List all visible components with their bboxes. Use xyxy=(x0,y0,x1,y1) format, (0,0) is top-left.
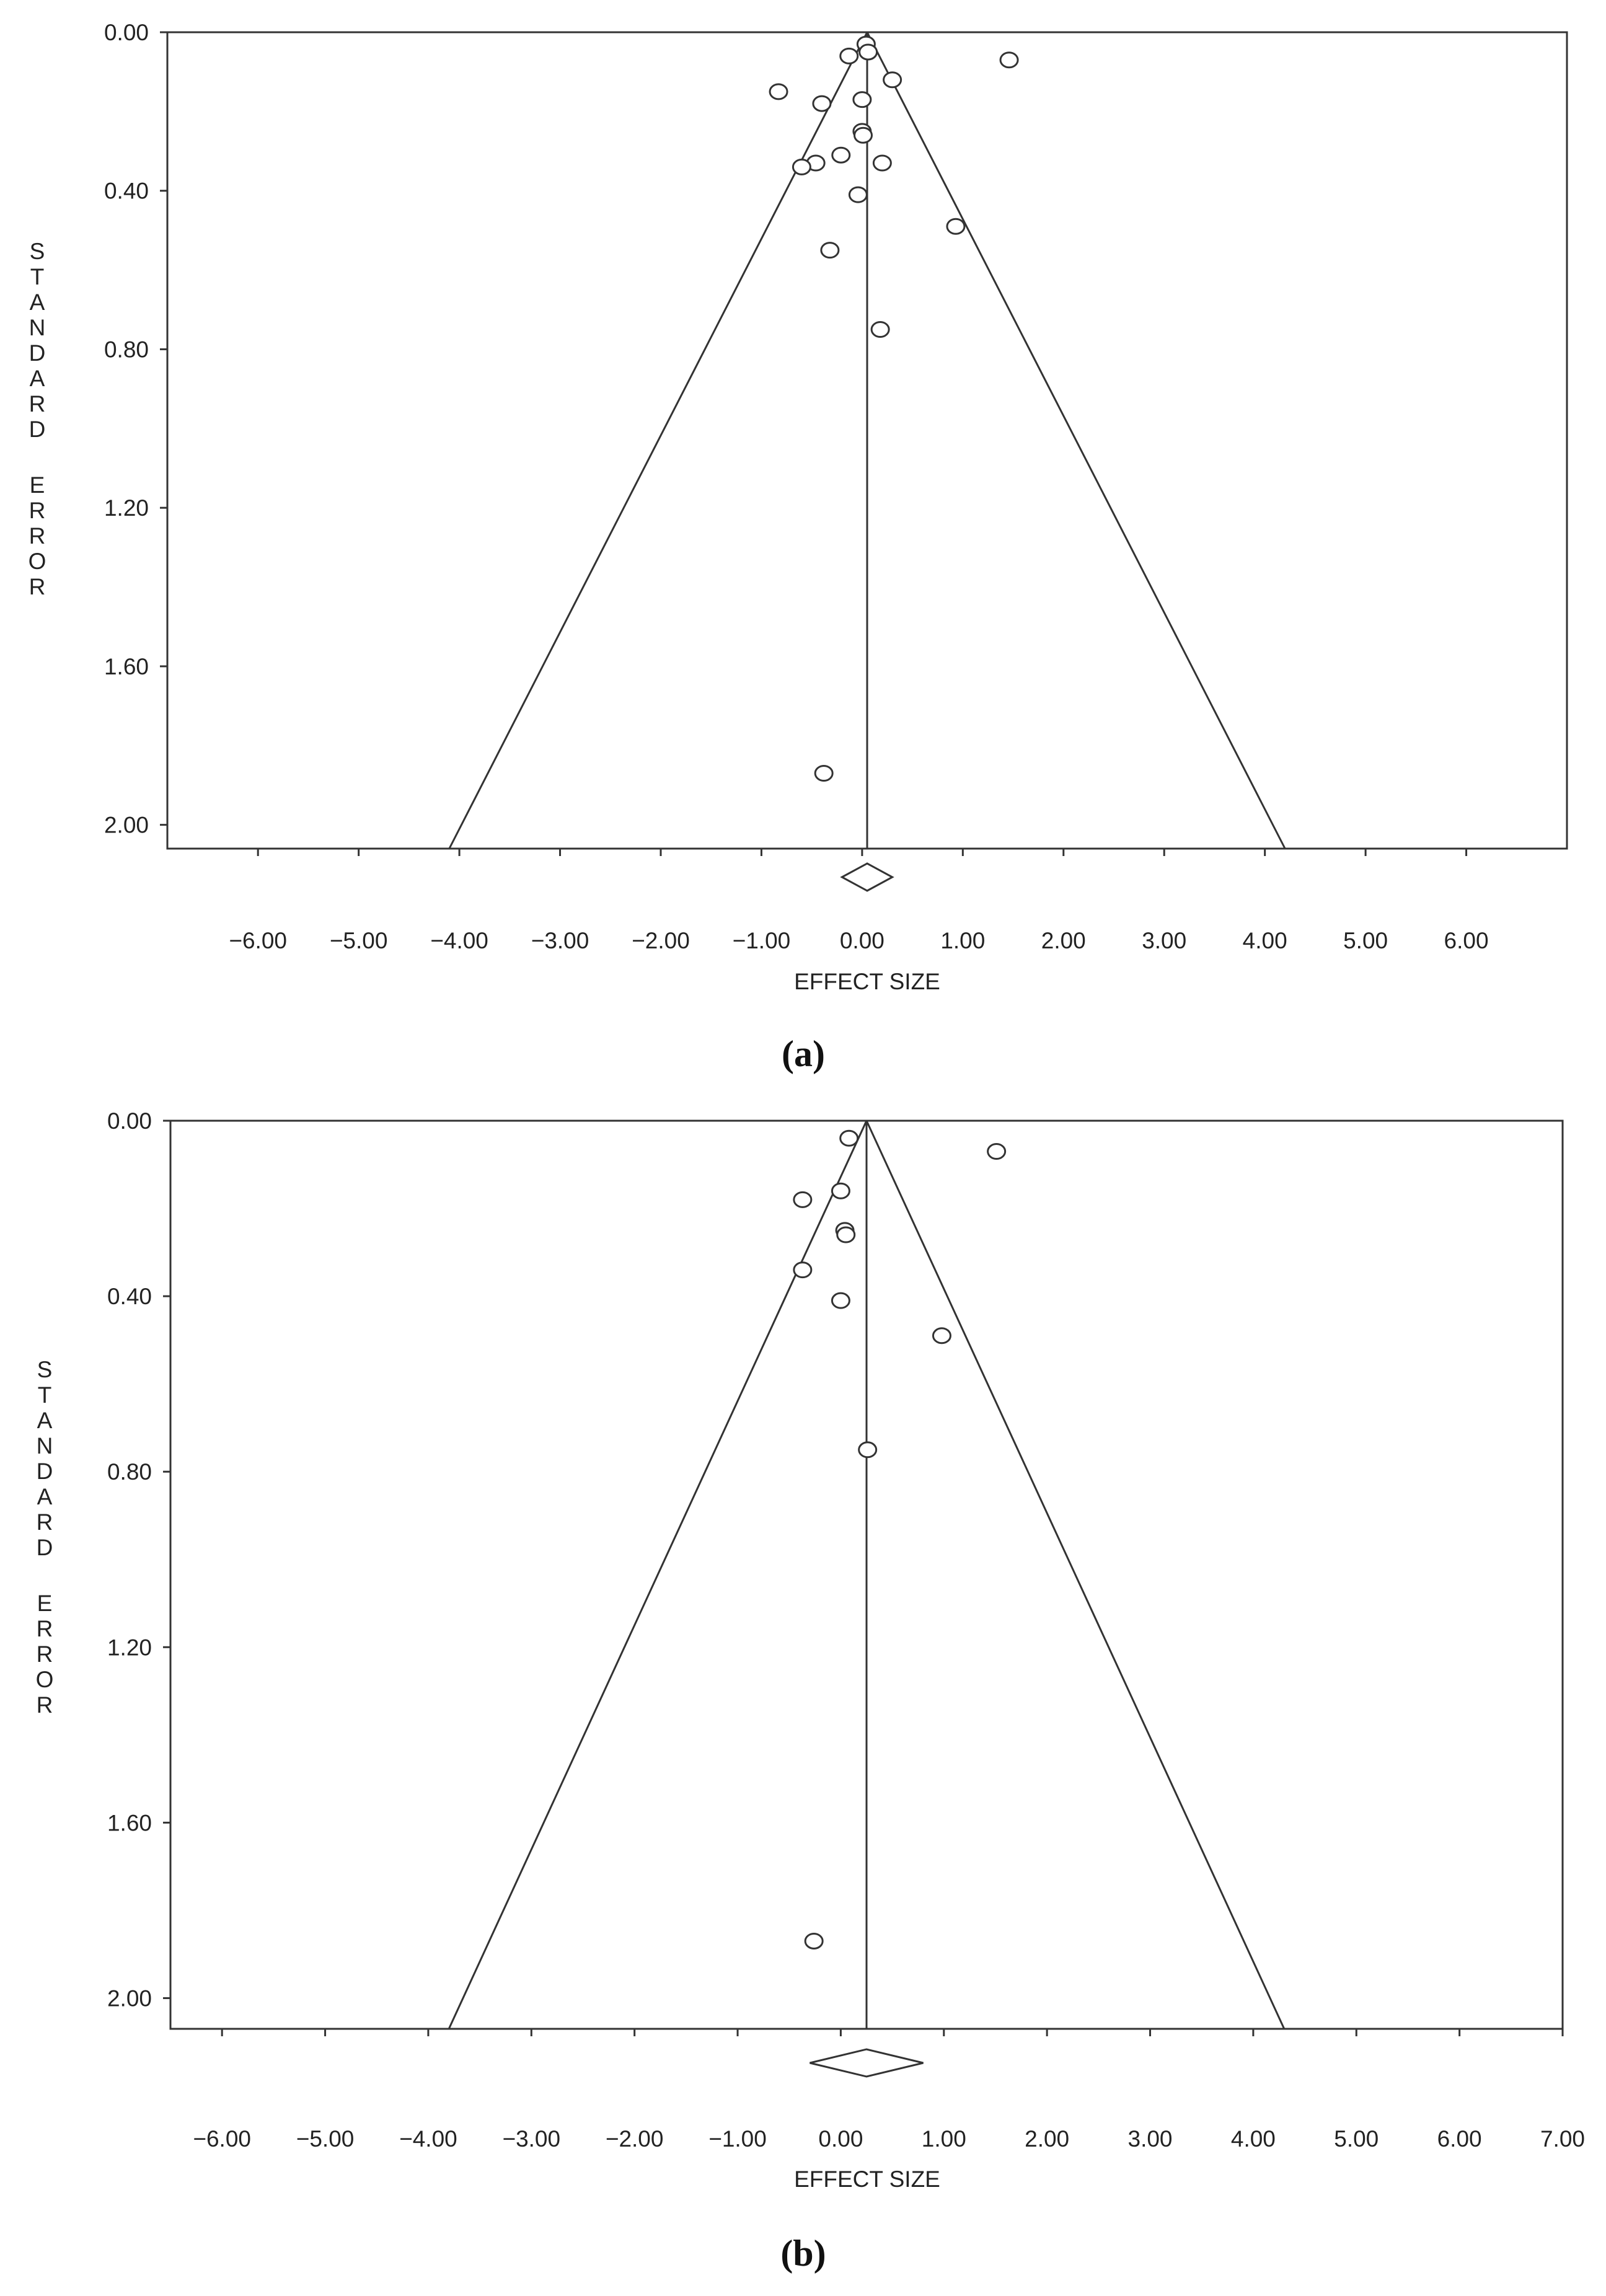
x-tick-label-b-7: 1.00 xyxy=(922,2126,966,2152)
x-tick-label-a-3: −3.00 xyxy=(531,928,589,953)
panel-caption-b: (b) xyxy=(780,2233,826,2274)
axis-ticks-b: −6.00 −5.00 −4.00 −3.00 −2.00 −1.00 0.00 1.00 2.… xyxy=(36,1108,1585,2152)
x-tick-label-b-11: 5.00 xyxy=(1334,2126,1379,2152)
study-point-b-11 xyxy=(804,1932,824,1949)
study-point-a-16 xyxy=(946,218,966,235)
y-tick-label-b-5: 2.00 xyxy=(107,1985,152,2011)
y-tick-label-b-3: 1.20 xyxy=(107,1635,152,1660)
x-tick-label-b-1: −5.00 xyxy=(296,2126,355,2152)
study-point-a-2 xyxy=(858,43,878,61)
study-point-a-4 xyxy=(999,51,1019,69)
chart-marks-a xyxy=(448,32,1286,892)
study-point-b-2 xyxy=(987,1143,1007,1160)
x-tick-label-b-0: −6.00 xyxy=(193,2126,251,2152)
chart-marks-b xyxy=(448,1120,1286,2078)
study-point-a-18 xyxy=(870,320,890,338)
x-tick-label-b-2: −4.00 xyxy=(399,2126,457,2152)
x-tick-label-b-10: 4.00 xyxy=(1231,2126,1276,2152)
y-tick-label-b-2: 0.80 xyxy=(107,1459,152,1485)
funnel-plot-panel-a: −6.00 −5.00 −4.00 −3.00 −2.00 −1.00 0.00 1.00 2.… xyxy=(29,20,1568,1074)
x-tick-label-a-7: 1.00 xyxy=(940,928,985,953)
x-tick-label-b-3: −3.00 xyxy=(502,2126,560,2152)
x-tick-label-a-9: 3.00 xyxy=(1142,928,1186,953)
y-tick-label-b-4: 1.60 xyxy=(107,1810,152,1835)
study-point-a-10 xyxy=(854,126,873,144)
y-tick-label-a-4: 1.60 xyxy=(104,654,149,679)
y-tick-label-a-3: 1.20 xyxy=(104,495,149,521)
study-point-b-9 xyxy=(932,1327,951,1344)
study-point-a-8 xyxy=(852,91,872,108)
x-tick-label-a-1: −5.00 xyxy=(330,928,388,953)
funnel-right-line xyxy=(865,1120,1286,2029)
study-point-b-8 xyxy=(831,1292,850,1309)
study-point-a-7 xyxy=(812,95,832,112)
y-tick-label-b-1: 0.40 xyxy=(107,1284,152,1309)
x-tick-label-b-6: 0.00 xyxy=(818,2126,863,2152)
x-axis-label-b: EFFECT SIZE xyxy=(794,2166,940,2192)
x-axis-label-a: EFFECT SIZE xyxy=(794,969,940,994)
x-tick-label-b-9: 3.00 xyxy=(1128,2126,1173,2152)
y-tick-label-b-0: 0.00 xyxy=(107,1108,152,1134)
x-tick-label-a-8: 2.00 xyxy=(1041,928,1086,953)
study-point-b-4 xyxy=(793,1191,813,1208)
study-point-a-3 xyxy=(839,47,859,64)
x-tick-label-a-10: 4.00 xyxy=(1243,928,1287,953)
x-tick-label-b-13: 7.00 xyxy=(1540,2126,1585,2152)
study-point-b-3 xyxy=(831,1182,850,1199)
study-point-a-13 xyxy=(792,158,811,175)
summary-diamond-b xyxy=(810,2048,924,2078)
study-point-b-7 xyxy=(793,1261,813,1279)
study-point-a-17 xyxy=(820,242,840,259)
x-tick-label-b-12: 6.00 xyxy=(1437,2126,1482,2152)
study-point-a-11 xyxy=(831,146,851,164)
study-point-b-6 xyxy=(836,1226,856,1243)
study-point-a-19 xyxy=(814,765,834,782)
summary-diamond-a xyxy=(840,862,894,892)
y-tick-label-a-0: 0.00 xyxy=(104,20,149,45)
study-point-a-15 xyxy=(848,186,868,203)
x-tick-label-a-6: 0.00 xyxy=(840,928,885,953)
study-point-b-10 xyxy=(858,1441,878,1459)
funnel-left-line xyxy=(448,32,868,849)
x-tick-label-a-4: −2.00 xyxy=(632,928,690,953)
x-tick-label-a-0: −6.00 xyxy=(229,928,287,953)
axis-ticks-a: −6.00 −5.00 −4.00 −3.00 −2.00 −1.00 0.00 1.00 2.… xyxy=(29,20,1489,953)
x-tick-label-b-4: −2.00 xyxy=(606,2126,664,2152)
y-tick-label-a-5: 2.00 xyxy=(104,813,149,838)
study-point-a-14 xyxy=(872,154,892,172)
x-tick-label-a-12: 6.00 xyxy=(1444,928,1489,953)
study-point-b-1 xyxy=(839,1129,859,1147)
funnel-left-line xyxy=(448,1120,868,2029)
x-tick-label-b-8: 2.00 xyxy=(1025,2126,1069,2152)
x-tick-label-a-2: −4.00 xyxy=(430,928,488,953)
x-tick-label-b-5: −1.00 xyxy=(708,2126,767,2152)
study-point-a-5 xyxy=(883,71,902,89)
x-tick-label-a-5: −1.00 xyxy=(733,928,791,953)
study-point-a-6 xyxy=(769,83,788,100)
y-tick-label-a-2: 0.80 xyxy=(104,337,149,362)
y-tick-label-a-1: 0.40 xyxy=(104,179,149,204)
x-tick-label-a-11: 5.00 xyxy=(1343,928,1388,953)
funnel-plot-panel-b: −6.00 −5.00 −4.00 −3.00 −2.00 −1.00 0.00 1.00 2.… xyxy=(36,1108,1585,2274)
panel-caption-a: (a) xyxy=(782,1033,825,1074)
funnel-right-line xyxy=(866,32,1286,849)
